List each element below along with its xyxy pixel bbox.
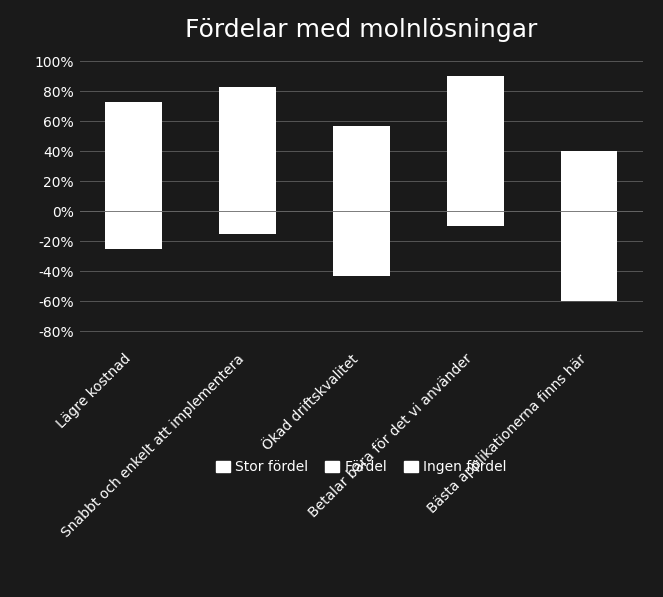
Bar	[447, 76, 504, 226]
Bar	[333, 126, 390, 276]
Bar	[219, 87, 276, 234]
Legend: Stor fördel, Fördel, Ingen fördel: Stor fördel, Fördel, Ingen fördel	[210, 455, 512, 480]
Title: Fördelar med molnlösningar: Fördelar med molnlösningar	[185, 18, 538, 42]
Bar	[561, 151, 617, 301]
Bar	[105, 101, 162, 249]
